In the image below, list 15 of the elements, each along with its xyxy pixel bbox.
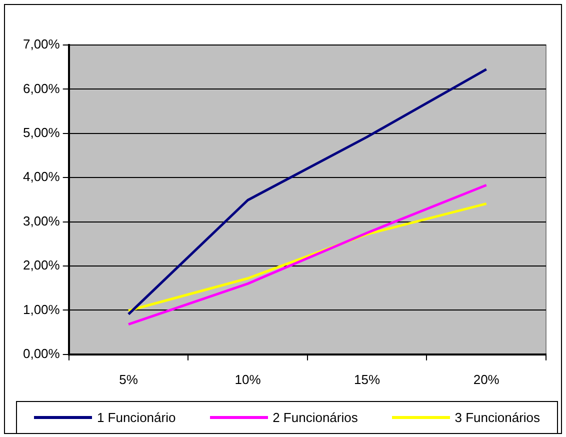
y-tick-label: 3,00% bbox=[22, 213, 60, 228]
legend-label: 3 Funcionários bbox=[454, 410, 540, 425]
legend-label: 1 Funcionário bbox=[96, 410, 176, 425]
x-tick-label: 10% bbox=[234, 372, 262, 387]
y-tick-label: 1,00% bbox=[22, 302, 60, 317]
y-tick-label: 7,00% bbox=[22, 36, 60, 52]
y-tick-label: 5,00% bbox=[22, 124, 60, 140]
y-tick-label: 2,00% bbox=[22, 258, 60, 273]
x-tick-label: 15% bbox=[354, 372, 381, 387]
x-tick-label: 5% bbox=[119, 372, 138, 387]
legend-label: 2 Funcionários bbox=[272, 410, 358, 425]
y-tick-label: 4,00% bbox=[22, 169, 60, 184]
y-tick-label: 0,00% bbox=[22, 346, 60, 361]
x-tick-label: 20% bbox=[473, 372, 500, 387]
y-tick-label: 6,00% bbox=[22, 80, 60, 96]
